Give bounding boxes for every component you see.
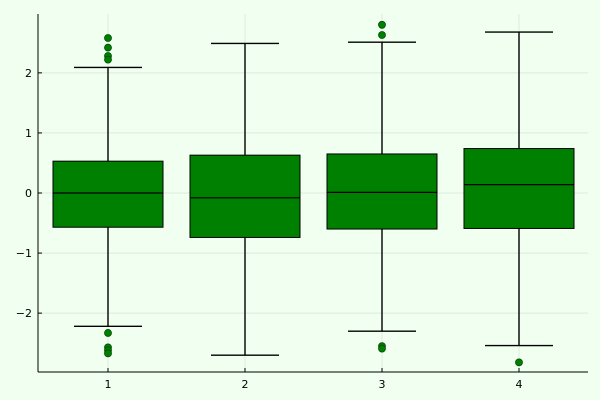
outlier-point <box>515 358 523 367</box>
outlier-point <box>378 31 386 39</box>
axes-layer <box>37 14 588 373</box>
y-tick-label: 2 <box>25 67 32 80</box>
box-iqr <box>189 154 301 238</box>
outlier-point <box>104 349 112 358</box>
outlier-point <box>378 20 386 29</box>
plot-area <box>52 20 575 367</box>
outlier-point <box>104 34 112 42</box>
x-tick-label: 1 <box>105 378 112 391</box>
outlier-point <box>104 329 112 337</box>
y-tick-label: 0 <box>25 187 32 200</box>
y-tick-label: 1 <box>25 127 32 140</box>
x-tick-label: 3 <box>379 378 386 391</box>
box-group-1 <box>52 34 164 358</box>
box-iqr <box>326 153 438 230</box>
box-iqr <box>52 160 164 228</box>
outlier-point <box>104 55 112 64</box>
box-group-4 <box>463 31 575 367</box>
x-tick-label: 4 <box>516 378 523 391</box>
outlier-point <box>104 43 112 52</box>
box-iqr <box>463 148 575 229</box>
tick-labels: 2 1 0 −1 −2 1 2 3 4 <box>16 67 523 391</box>
box-group-3 <box>326 20 438 353</box>
y-tick-label: −1 <box>16 247 32 260</box>
y-tick-label: −2 <box>16 307 32 320</box>
box-group-2 <box>189 42 301 356</box>
x-tick-label: 2 <box>242 378 249 391</box>
outlier-point <box>378 344 386 353</box>
